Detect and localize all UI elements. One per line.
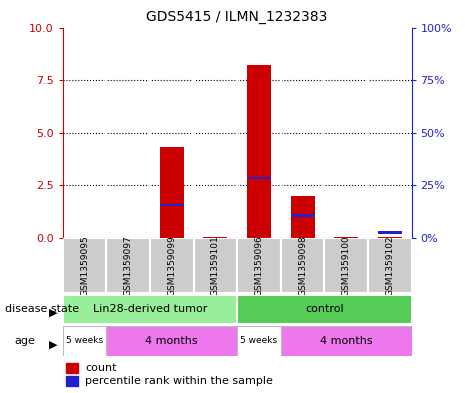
- Text: GSM1359096: GSM1359096: [254, 235, 264, 296]
- Bar: [160, 147, 184, 238]
- Text: GSM1359095: GSM1359095: [80, 235, 89, 296]
- Bar: [247, 65, 271, 238]
- Bar: [203, 237, 227, 238]
- Text: control: control: [305, 305, 344, 314]
- Bar: [291, 196, 314, 238]
- Bar: [281, 326, 412, 356]
- Bar: [66, 362, 79, 373]
- Bar: [237, 326, 281, 356]
- Text: GSM1359102: GSM1359102: [385, 235, 394, 296]
- Text: GSM1359097: GSM1359097: [124, 235, 133, 296]
- Text: ▶: ▶: [49, 339, 58, 349]
- Text: 4 months: 4 months: [146, 336, 198, 346]
- Bar: [193, 238, 237, 293]
- Bar: [66, 376, 79, 386]
- Bar: [106, 238, 150, 293]
- Bar: [237, 295, 412, 324]
- Bar: [63, 238, 106, 293]
- Bar: [334, 237, 358, 238]
- Bar: [291, 215, 314, 217]
- Bar: [63, 295, 237, 324]
- Bar: [160, 204, 184, 206]
- Text: 5 weeks: 5 weeks: [66, 336, 103, 345]
- Text: count: count: [86, 363, 117, 373]
- Bar: [150, 238, 193, 293]
- Title: GDS5415 / ILMN_1232383: GDS5415 / ILMN_1232383: [146, 10, 328, 24]
- Bar: [247, 176, 271, 179]
- Text: GSM1359101: GSM1359101: [211, 235, 220, 296]
- Text: age: age: [14, 336, 35, 346]
- Bar: [378, 231, 402, 234]
- Bar: [237, 238, 281, 293]
- Text: GSM1359099: GSM1359099: [167, 235, 176, 296]
- Bar: [324, 238, 368, 293]
- Text: 4 months: 4 months: [320, 336, 372, 346]
- Bar: [63, 326, 106, 356]
- Text: GSM1359100: GSM1359100: [342, 235, 351, 296]
- Bar: [106, 326, 237, 356]
- Text: 5 weeks: 5 weeks: [240, 336, 278, 345]
- Text: GSM1359098: GSM1359098: [298, 235, 307, 296]
- Bar: [281, 238, 324, 293]
- Bar: [368, 238, 412, 293]
- Text: percentile rank within the sample: percentile rank within the sample: [86, 376, 273, 386]
- Text: ▶: ▶: [49, 307, 58, 318]
- Text: Lin28-derived tumor: Lin28-derived tumor: [93, 305, 207, 314]
- Text: disease state: disease state: [5, 304, 79, 314]
- Bar: [378, 237, 402, 238]
